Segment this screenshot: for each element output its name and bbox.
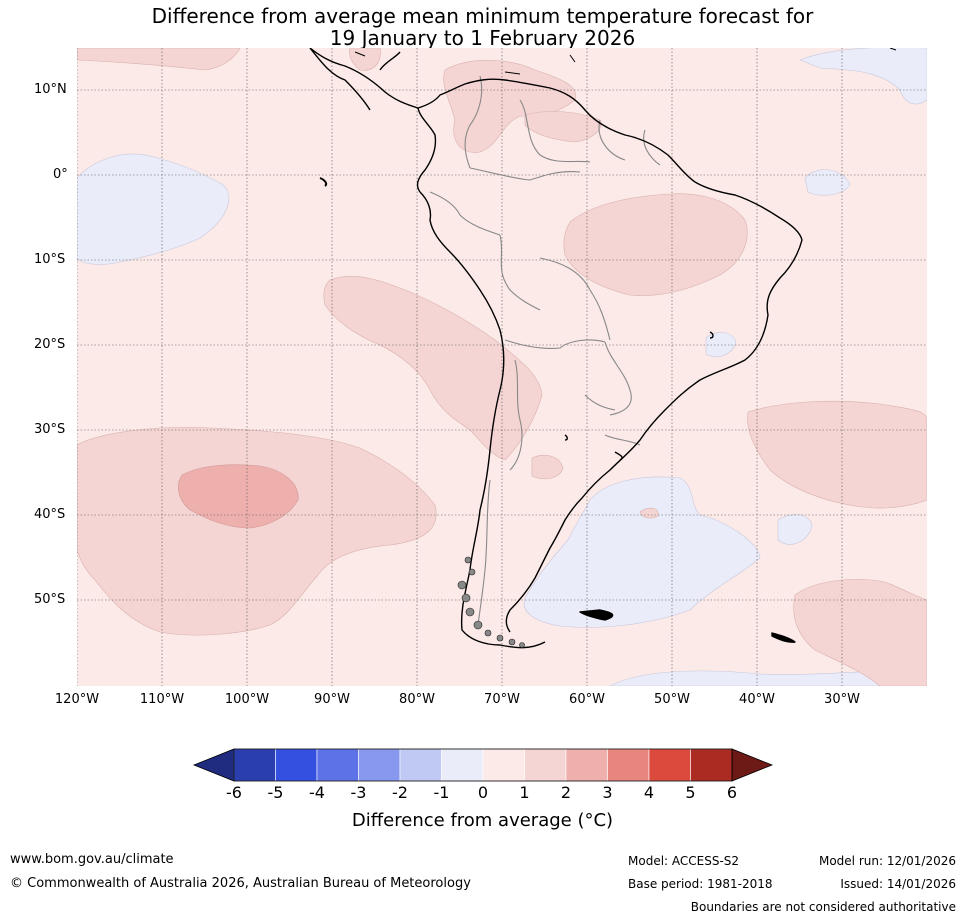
lon-label-80w: 80°W — [399, 692, 435, 707]
lon-label-120w: 120°W — [54, 692, 100, 707]
colorbar-tick-label: -1 — [433, 783, 450, 802]
colorbar-tick-label: -2 — [392, 783, 408, 802]
cool-anomaly-south-atlantic — [523, 476, 761, 628]
issued-date: Issued: 14/01/2026 — [840, 877, 956, 891]
colorbar-tick-label: 6 — [726, 783, 738, 802]
colorbar-tick-label: 1 — [519, 783, 530, 802]
colorbar-tick-label: -5 — [267, 783, 284, 802]
coastlines — [309, 48, 803, 649]
lat-label-40s: 40°S — [34, 507, 66, 522]
colorbar-tick-label: 5 — [685, 783, 696, 802]
cool-anomaly-pacific-equatorial — [77, 153, 230, 265]
lon-label-30w: 30°W — [824, 692, 860, 707]
colorbar-tick-label: 2 — [560, 783, 572, 802]
model-name: Model: ACCESS-S2 — [628, 854, 740, 868]
lon-label-60w: 60°W — [569, 692, 605, 707]
boundary-disclaimer: Boundaries are not considered authoritat… — [690, 900, 956, 914]
warm-anomaly-caribbean — [349, 48, 381, 71]
lon-label-70w: 70°W — [484, 692, 520, 707]
copyright-text: © Commonwealth of Australia 2026, Austra… — [10, 876, 471, 891]
base-period: Base period: 1981-2018 — [628, 877, 773, 891]
warm-anomaly-venezuela — [443, 59, 577, 153]
graticule — [77, 48, 927, 686]
colorbar-tick-label: -3 — [350, 783, 367, 802]
lat-label-0: 0° — [53, 167, 68, 182]
lat-label-10n: 10°N — [34, 82, 67, 97]
colorbar-tick-label: -4 — [309, 783, 325, 802]
colorbar-tick-label: -6 — [226, 783, 242, 802]
cool-anomaly-mid-atlantic — [777, 514, 813, 545]
warm-anomaly-southeast-atlantic — [793, 579, 927, 686]
cool-anomaly-atlantic-north — [799, 48, 927, 105]
lon-label-40w: 40°W — [739, 692, 775, 707]
warm-anomaly-north-pacific — [77, 48, 241, 71]
chart-title-line1: Difference from average mean minimum tem… — [151, 4, 814, 28]
warm-anomaly-argentina — [531, 455, 564, 480]
model-run: Model run: 12/01/2026 — [818, 854, 956, 868]
chart-title-line2: 19 January to 1 February 2026 — [329, 26, 636, 50]
lat-label-30s: 30°S — [34, 422, 66, 437]
lon-label-50w: 50°W — [654, 692, 690, 707]
lat-label-10s: 10°S — [34, 252, 66, 267]
lat-label-50s: 50°S — [34, 592, 66, 607]
lon-label-110w: 110°W — [139, 692, 185, 707]
colorbar-tick-label: 0 — [477, 783, 489, 802]
country-borders — [429, 75, 661, 626]
colorbar-tick-label: 4 — [643, 783, 655, 802]
cool-anomaly-brazil-inland — [705, 332, 737, 357]
lat-label-20s: 20°S — [34, 337, 66, 352]
warm-anomaly-amazon — [563, 193, 748, 296]
lon-label-90w: 90°W — [314, 692, 350, 707]
colorbar-tick-label: 3 — [602, 783, 613, 802]
colorbar-label: Difference from average (°C) — [351, 810, 614, 831]
warm-anomaly-east-atlantic — [747, 400, 927, 509]
patagonia-islands — [457, 556, 525, 648]
warm-anomaly-guiana — [524, 111, 602, 143]
warm-anomaly-small-south-atlantic — [639, 507, 659, 519]
lon-label-100w: 100°W — [224, 692, 270, 707]
website-link[interactable]: www.bom.gov.au/climate — [10, 852, 174, 867]
caribbean-islands — [354, 48, 897, 75]
warm-anomaly-peru-coast — [323, 275, 543, 461]
warm-anomaly-south-pacific — [77, 427, 437, 636]
cool-anomaly-brazil-coast — [804, 169, 851, 196]
